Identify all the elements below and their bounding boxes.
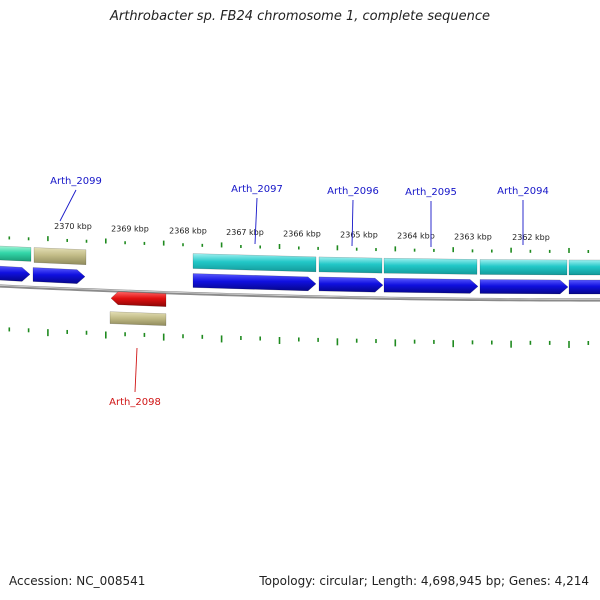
cds-feature-khaki xyxy=(33,247,87,265)
gene-label: Arth_2097 xyxy=(231,184,283,195)
genome-summary: Topology: circular; Length: 4,698,945 bp… xyxy=(259,574,589,588)
forward-gene-arrow xyxy=(0,265,31,282)
gene-label: Arth_2098 xyxy=(109,397,161,408)
forward-gene-arrow xyxy=(32,267,86,284)
forward-gene-arrow xyxy=(479,279,569,295)
scale-label: 2364 kbp xyxy=(397,232,435,241)
forward-gene-arrow xyxy=(318,276,384,293)
gene-leader-line xyxy=(134,347,138,393)
cds-feature-khaki xyxy=(109,311,167,326)
cds-feature-cyan xyxy=(568,259,600,276)
cds-feature-teal xyxy=(0,245,32,262)
accession-label: Accession: NC_008541 xyxy=(9,574,146,588)
cds-feature-cyan xyxy=(318,256,383,274)
gene-label: Arth_2095 xyxy=(405,187,457,198)
scale-label: 2363 kbp xyxy=(454,232,492,241)
scale-label: 2368 kbp xyxy=(169,226,207,235)
scale-label: 2365 kbp xyxy=(340,231,378,240)
forward-gene-arrow xyxy=(568,279,600,295)
gene-label: Arth_2096 xyxy=(327,186,379,197)
cds-feature-cyan xyxy=(192,253,317,273)
cds-feature-cyan xyxy=(479,259,568,276)
chromosome-backbone xyxy=(0,284,600,302)
reverse-gene-arrow xyxy=(110,291,167,307)
gene-label: Arth_2099 xyxy=(50,176,102,187)
gene-leader-line xyxy=(59,189,77,222)
chromosome-backbone-highlight xyxy=(0,285,600,300)
gene-leader-line xyxy=(254,197,258,245)
scale-label: 2362 kbp xyxy=(512,233,550,242)
cds-feature-cyan xyxy=(383,257,478,275)
scale-label: 2370 kbp xyxy=(54,222,92,231)
scale-label: 2366 kbp xyxy=(283,230,321,239)
scale-label: 2369 kbp xyxy=(111,224,149,233)
forward-gene-arrow xyxy=(383,277,479,294)
gene-label: Arth_2094 xyxy=(497,186,549,197)
scale-label: 2367 kbp xyxy=(226,228,264,237)
gene-leader-line xyxy=(351,199,354,247)
map-title: Arthrobacter sp. FB24 chromosome 1, comp… xyxy=(109,9,491,24)
forward-gene-arrow xyxy=(192,273,317,292)
